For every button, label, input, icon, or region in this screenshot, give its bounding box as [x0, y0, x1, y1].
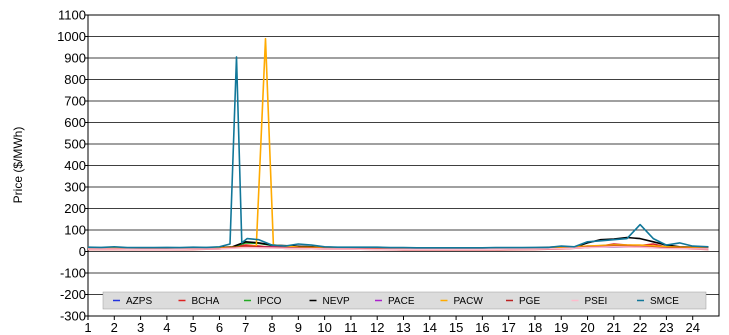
y-tick-label: 1000 — [57, 29, 86, 44]
legend-label: PGE — [519, 296, 540, 307]
x-tick-label: 4 — [163, 320, 170, 335]
x-tick-label: 18 — [528, 320, 542, 335]
legend-label: BCHA — [192, 296, 220, 307]
y-tick-label: 200 — [64, 201, 86, 216]
x-tick-label: 2 — [111, 320, 118, 335]
series-line-smce — [87, 56, 709, 249]
y-tick-label: 700 — [64, 94, 86, 109]
y-tick-label: 900 — [64, 51, 86, 66]
x-tick-label: 16 — [475, 320, 489, 335]
x-tick-label: 8 — [268, 320, 275, 335]
y-tick-label: 0 — [79, 244, 86, 259]
x-tick-label: 21 — [607, 320, 621, 335]
y-tick-label: -300 — [60, 309, 86, 324]
x-tick-label: 12 — [370, 320, 384, 335]
y-tick-label: 1100 — [58, 8, 86, 23]
y-tick-label: -100 — [60, 266, 86, 281]
x-tick-label: 7 — [242, 320, 249, 335]
legend-label: IPCO — [257, 296, 282, 307]
y-tick-label: 800 — [64, 72, 86, 87]
y-axis-ticks: -300 -200 -100 0 100 200 300 400 500 600 700 800 900… — [57, 8, 88, 324]
x-tick-label: 6 — [216, 320, 223, 335]
legend-label: AZPS — [126, 296, 152, 307]
x-tick-label: 24 — [685, 320, 699, 335]
series-line-psei — [88, 246, 709, 251]
x-tick-label: 14 — [423, 320, 437, 335]
y-tick-label: -200 — [60, 287, 86, 302]
x-tick-label: 20 — [580, 320, 594, 335]
series-lines — [87, 37, 709, 251]
x-tick-label: 3 — [137, 320, 144, 335]
x-axis-ticks: 1 2 3 4 5 6 7 8 9 10 11 12 13 14 15 16 17 18 19 20 21 22 23 24 — [84, 316, 700, 335]
legend-label: PACW — [454, 296, 484, 307]
y-tick-label: 500 — [64, 137, 86, 152]
x-tick-label: 22 — [633, 320, 647, 335]
y-tick-label: 100 — [64, 223, 86, 238]
y-tick-label: 300 — [64, 180, 86, 195]
x-tick-label: 15 — [449, 320, 463, 335]
y-axis-label: Price ($/MWh) — [11, 127, 25, 204]
legend-label: PSEI — [585, 296, 608, 307]
legend-label: SMCE — [650, 296, 679, 307]
legend-label: PACE — [388, 296, 415, 307]
legend-label: NEVP — [323, 296, 351, 307]
x-tick-label: 5 — [190, 320, 197, 335]
x-tick-label: 9 — [295, 320, 302, 335]
y-tick-label: 400 — [64, 158, 86, 173]
x-tick-label: 10 — [317, 320, 331, 335]
x-tick-label: 1 — [84, 320, 91, 335]
legend-box — [102, 291, 707, 310]
y-tick-label: 600 — [64, 115, 86, 130]
x-tick-label: 13 — [396, 320, 410, 335]
x-tick-label: 19 — [554, 320, 568, 335]
x-tick-label: 11 — [344, 320, 358, 335]
legend: AZPS BCHA IPCO NEVP PACE PACW PGE PSEI SMCE — [102, 291, 707, 310]
x-tick-label: 17 — [501, 320, 515, 335]
x-tick-label: 23 — [659, 320, 673, 335]
